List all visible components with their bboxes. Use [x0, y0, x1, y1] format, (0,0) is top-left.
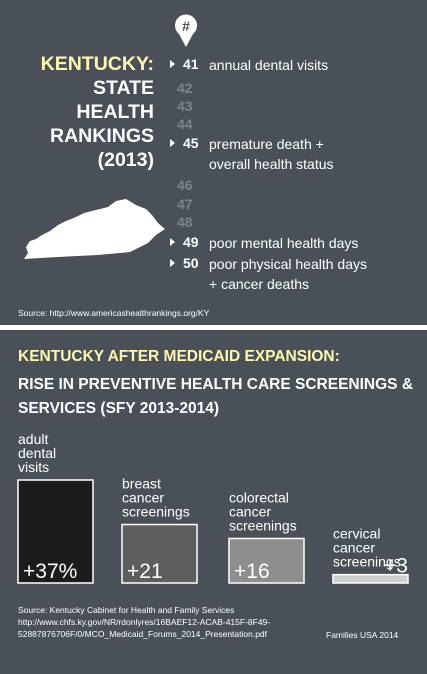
ranking-row: 48: [177, 213, 207, 231]
chart-source-line: Source: Kentucky Cabinet for Health and …: [18, 605, 235, 615]
ranking-row: 42: [177, 79, 207, 97]
bar-value-label: +16: [234, 560, 270, 583]
category-label-line: screenings: [229, 517, 297, 533]
chart-source-line: 52887876706F/0/MCO_Medicaid_Forums_2014_…: [18, 629, 268, 639]
category-label: breast cancer screenings: [122, 476, 190, 520]
category-label: cervical cancer screenings: [333, 526, 401, 570]
chart-source-line: http://www.chfs.ky.gov/NR/rdonlyres/16BA…: [18, 617, 271, 627]
category-label-line: colorectal: [229, 489, 289, 505]
state-title-line: STATE: [92, 77, 154, 99]
ranking-number: 42: [177, 80, 193, 96]
ranking-row: 50 poor physical health days + cancer deat…: [170, 254, 367, 292]
ranking-description: poor mental health days: [209, 233, 358, 253]
bar: [17, 479, 94, 584]
state-title-line: KENTUCKY:: [40, 53, 154, 75]
bar: [332, 573, 409, 584]
ranking-description-line: premature death +: [209, 136, 324, 152]
ranking-number: 50: [183, 255, 199, 271]
category-label-line: cancer: [122, 490, 164, 506]
category-label-line: dental: [18, 445, 56, 461]
category-label-line: screenings: [333, 554, 401, 570]
category-label-line: cervical: [333, 526, 380, 542]
ranking-description-line: annual dental visits: [209, 57, 329, 73]
ranking-number: 41: [183, 56, 199, 72]
pin-symbol: #: [182, 18, 190, 34]
bar: [121, 523, 198, 584]
state-title-line: (2013): [97, 149, 154, 171]
ranking-number: 48: [177, 214, 193, 230]
ranking-row: 47: [177, 195, 207, 213]
ranking-number: 49: [183, 234, 199, 250]
ranking-number: 47: [177, 196, 193, 212]
ranking-row: 44: [177, 115, 207, 133]
ranking-row: 49 poor mental health days: [170, 233, 358, 251]
arrow-icon: [170, 238, 181, 246]
ranking-row: 45 premature death + overall health status: [170, 134, 334, 172]
arrow-icon: [170, 60, 181, 68]
chart-source: Source: Kentucky Cabinet for Health and …: [18, 604, 270, 640]
arrow-icon: [170, 139, 181, 147]
category-label-line: breast: [122, 476, 161, 492]
ranking-description: premature death + overall health status: [209, 134, 334, 174]
ranking-number: 43: [177, 98, 193, 114]
rankings-source: Source: http://www.americashealthranking…: [18, 308, 210, 318]
ranking-description-line: poor physical health days: [209, 256, 367, 272]
category-label-line: screenings: [122, 504, 190, 520]
category-label-line: cancer: [333, 540, 375, 556]
ranking-description: annual dental visits: [209, 55, 328, 75]
state-title-line: RANKINGS: [49, 125, 154, 147]
section-subheading: RISE IN PREVENTIVE HEALTH CARE SCREENING…: [18, 376, 414, 417]
kentucky-map-icon: [24, 199, 165, 259]
ranking-row: 46: [177, 176, 207, 194]
ranking-number: 44: [177, 116, 193, 132]
bar-value-label: +21: [127, 560, 163, 583]
ranking-row: 43: [177, 97, 207, 115]
state-title: KENTUCKY: STATE HEALTH RANKINGS (2013): [10, 52, 154, 172]
ranking-row: 41 annual dental visits: [170, 55, 328, 73]
section-divider: [0, 325, 427, 330]
section-heading: KENTUCKY AFTER MEDICAID EXPANSION:: [18, 348, 340, 365]
hashtag-pin-icon: #: [175, 14, 197, 48]
credit: Families USA 2014: [326, 630, 399, 640]
category-label: colorectal cancer screenings: [229, 489, 297, 533]
category-label-line: adult: [18, 431, 48, 447]
ranking-description: poor physical health days + cancer deaths: [209, 254, 367, 294]
arrow-icon: [170, 259, 181, 267]
ranking-description-line: + cancer deaths: [209, 276, 310, 292]
state-title-line: HEALTH: [76, 101, 154, 123]
category-label: adult dental visits: [18, 431, 56, 475]
bar: [228, 537, 305, 584]
bar-value-label: +3: [384, 555, 408, 578]
category-label-line: visits: [18, 459, 49, 475]
ranking-description-line: poor mental health days: [209, 235, 359, 251]
ranking-description-line: overall health status: [209, 156, 334, 172]
rankings-panel: # KENTUCKY: STATE HEALTH RANKINGS (2013)…: [0, 0, 427, 325]
bar-value-label: +37%: [23, 560, 77, 583]
ranking-number: 46: [177, 177, 193, 193]
ranking-number: 45: [183, 135, 199, 151]
category-label-line: cancer: [229, 503, 271, 519]
